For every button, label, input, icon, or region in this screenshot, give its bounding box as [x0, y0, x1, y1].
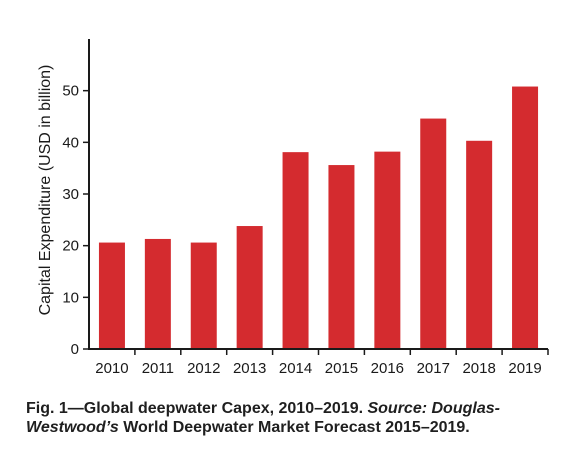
x-tick-label: 2017 — [417, 360, 450, 377]
caption-source: Source: Douglas-Westwood’s — [26, 400, 500, 436]
x-tick-label: 2018 — [462, 360, 495, 377]
y-tick-label: 40 — [62, 134, 79, 151]
y-ticks-group: 0 10 20 30 40 50 — [62, 83, 89, 358]
y-tick-label: 30 — [62, 186, 79, 203]
x-tick-label: 2019 — [508, 360, 541, 377]
x-ticks-group: 2010 2011 2012 2013 2014 2015 2016 2017 2018 2019 — [95, 349, 549, 377]
bars-group — [98, 86, 539, 350]
bar-2016 — [374, 151, 401, 349]
y-tick-label: 0 — [71, 341, 79, 358]
y-tick-label: 10 — [62, 289, 79, 306]
bar-2013 — [236, 226, 263, 349]
y-tick-label: 20 — [62, 238, 79, 255]
caption-prefix: Fig. 1—Global deepwater Capex, 2010–2019… — [26, 400, 368, 417]
bar-2010 — [98, 242, 125, 349]
x-tick-label: 2014 — [279, 360, 312, 377]
x-tick-label: 2012 — [187, 360, 220, 377]
x-tick-label: 2011 — [142, 360, 174, 377]
bar-2014 — [282, 152, 309, 349]
x-tick-label: 2016 — [371, 360, 404, 377]
bar-2011 — [144, 238, 171, 349]
bar-2018 — [466, 140, 493, 349]
bar-2017 — [420, 118, 447, 349]
x-tick-label: 2010 — [95, 360, 128, 377]
caption-rest: World Deepwater Market Forecast 2015–201… — [118, 419, 470, 436]
x-tick-label: 2013 — [233, 360, 266, 377]
y-tick-label: 50 — [62, 83, 79, 100]
bar-2012 — [190, 242, 217, 349]
bar-2015 — [328, 165, 355, 349]
y-axis-label: Capital Expenditure (USD in billion) — [37, 65, 54, 316]
bar-2019 — [512, 86, 539, 350]
x-tick-label: 2015 — [325, 360, 358, 377]
bar-chart: Capital Expenditure (USD in billion) 0 10… — [37, 39, 549, 377]
figure-caption: Fig. 1—Global deepwater Capex, 2010–2019… — [26, 399, 571, 437]
